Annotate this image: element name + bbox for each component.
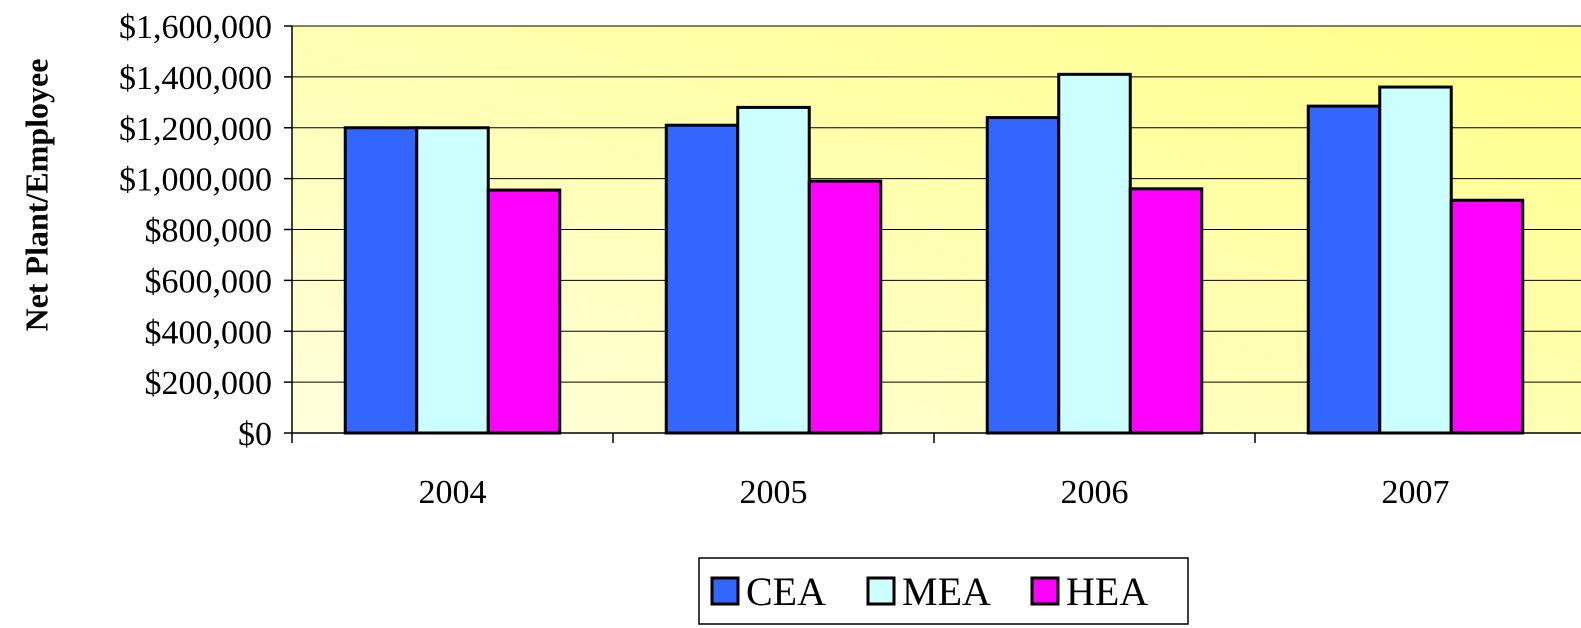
bar: [343, 126, 419, 435]
y-tick-label: $600,000: [145, 263, 273, 300]
y-tick-label: $800,000: [145, 213, 273, 250]
legend-label: HEA: [1066, 569, 1148, 614]
bar: [736, 105, 811, 435]
legend-swatch: [1030, 576, 1060, 606]
y-tick-label: $1,400,000: [119, 60, 272, 97]
bar: [1306, 104, 1382, 435]
y-tick-label: $0: [238, 416, 272, 453]
bar: [664, 123, 740, 435]
legend-swatch: [866, 576, 896, 606]
legend-swatch: [710, 576, 740, 606]
bar: [1378, 85, 1453, 435]
bar: [486, 188, 562, 435]
y-tick-label: $200,000: [145, 365, 273, 402]
y-tick-label: $400,000: [145, 314, 273, 351]
legend-label: CEA: [746, 569, 826, 614]
bar: [1449, 198, 1525, 435]
bar: [1128, 187, 1204, 435]
x-tick-label: 2006: [1061, 474, 1129, 511]
bar: [415, 126, 490, 435]
legend-label: MEA: [902, 569, 991, 614]
x-tick-label: 2004: [419, 474, 487, 511]
x-tick-label: 2005: [740, 474, 808, 511]
bar: [1057, 72, 1132, 435]
legend-box: [698, 557, 1189, 625]
bar: [985, 116, 1061, 435]
y-tick-label: $1,600,000: [119, 9, 272, 46]
bar: [807, 179, 883, 435]
x-tick-label: 2007: [1382, 474, 1450, 511]
y-tick-label: $1,000,000: [119, 162, 272, 199]
y-tick-label: $1,200,000: [119, 111, 272, 148]
y-axis-title: Net Plant/Employee: [18, 59, 54, 332]
